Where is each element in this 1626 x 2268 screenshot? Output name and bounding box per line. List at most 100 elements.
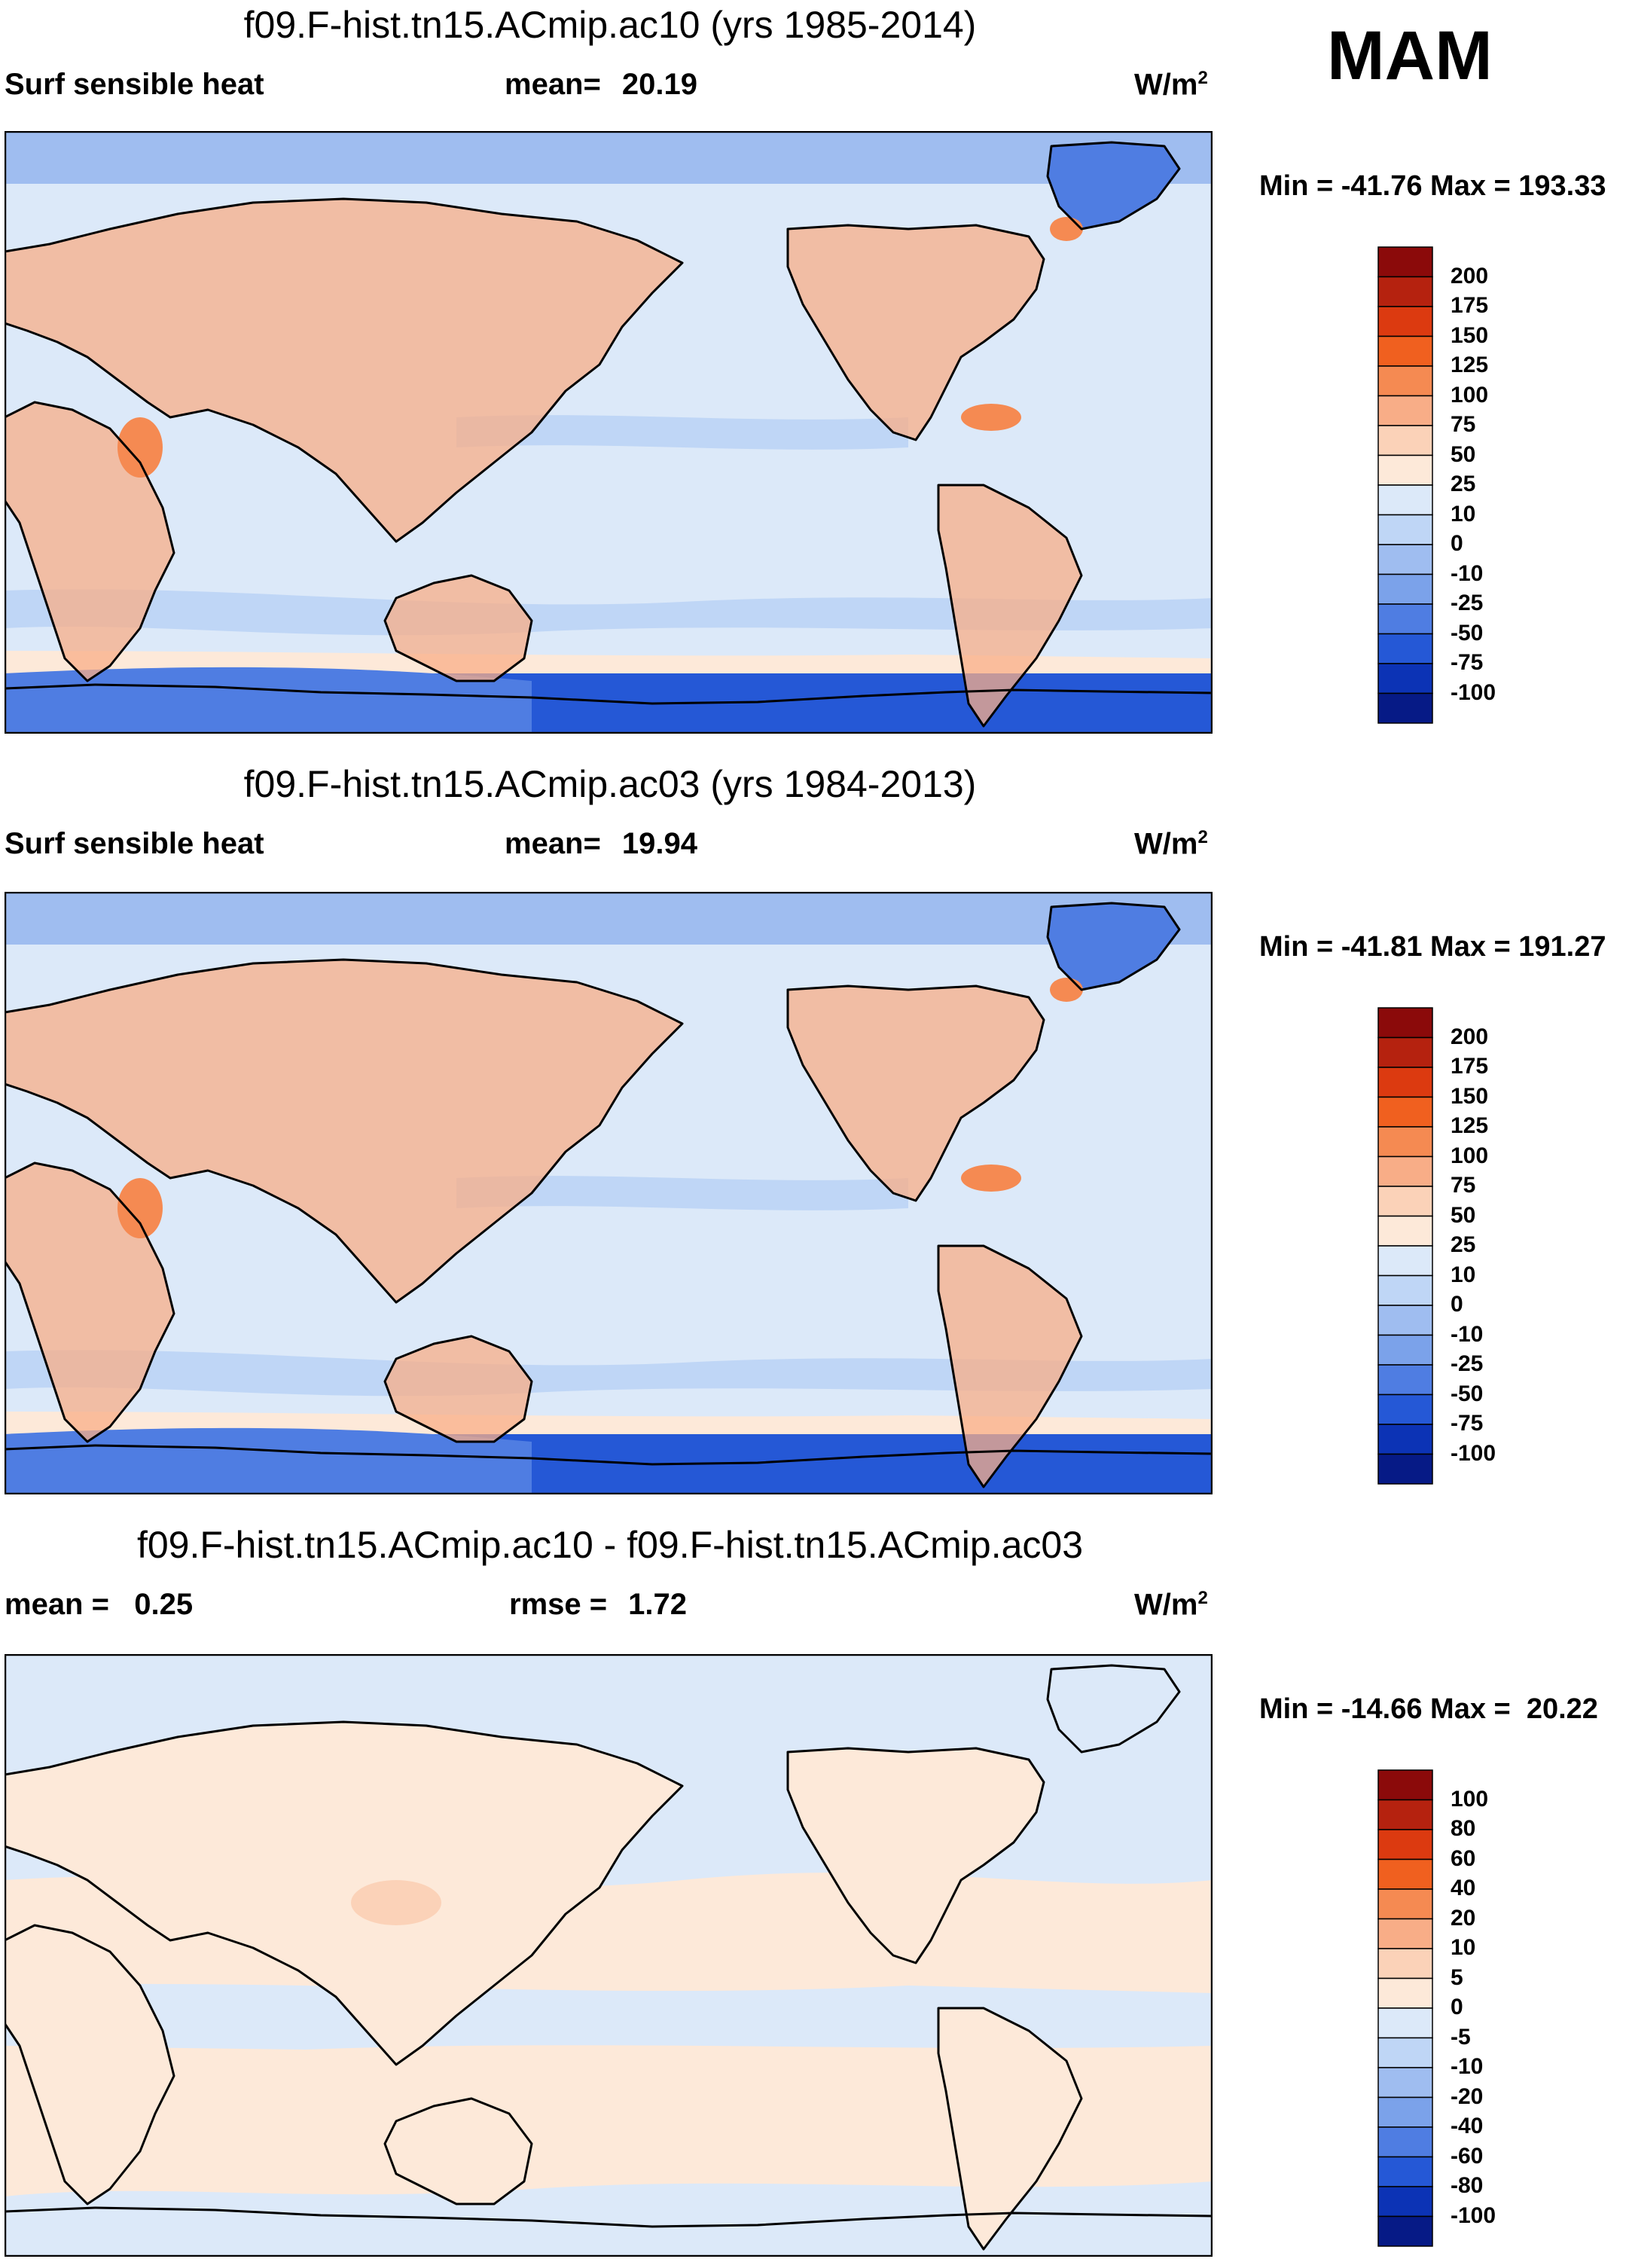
- coastline: [5, 683, 1213, 705]
- tropical-band: [456, 1176, 908, 1210]
- colorbar-tick-label: -75: [1451, 1411, 1484, 1436]
- colorbar-swatch: [1377, 1067, 1433, 1098]
- land-fill: [788, 1748, 1044, 1963]
- tropical-band: [456, 415, 908, 450]
- colorbar-tick-label: -5: [1451, 2024, 1471, 2050]
- colorbar-swatch: [1377, 365, 1433, 397]
- colorbar-swatch: [1377, 1424, 1433, 1455]
- colorbar-swatch: [1377, 514, 1433, 545]
- colorbar-tick-label: 25: [1451, 1232, 1476, 1257]
- colorbar-tick-label: 50: [1451, 1202, 1476, 1228]
- colorbar-tick-label: -10: [1451, 1321, 1484, 1347]
- land-fill: [385, 2099, 532, 2204]
- colorbar-tick-label: -100: [1451, 2202, 1496, 2228]
- colorbar-tick-label: 40: [1451, 1876, 1476, 1900]
- colorbar-swatch: [1377, 2007, 1433, 2039]
- colorbar-swatch: [1377, 1155, 1433, 1187]
- land-fill: [788, 225, 1044, 440]
- colorbar-swatch: [1377, 1888, 1433, 1920]
- panel-left-label: Surf sensible heat: [5, 827, 264, 860]
- diff-hotspot-asia: [351, 1880, 441, 1925]
- colorbar-swatch: [1377, 663, 1433, 694]
- southern-warm-band: [5, 651, 1213, 673]
- panel-units: W/m2: [1134, 1588, 1208, 1622]
- colorbar-swatch: [1377, 2067, 1433, 2099]
- unit-base: W/m: [1134, 68, 1198, 102]
- colorbar-swatch: [1377, 246, 1433, 278]
- coastline: [5, 1444, 1213, 1466]
- hotspot-north-atlantic: [1050, 978, 1083, 1002]
- unit-exponent: 2: [1197, 1588, 1208, 1608]
- colorbar-swatch: [1377, 335, 1433, 367]
- colorbar-tick-label: 200: [1451, 1024, 1489, 1049]
- colorbar-swatch: [1377, 454, 1433, 486]
- colorbar-tick-label: -20: [1451, 2083, 1484, 2109]
- map-plot: [5, 1654, 1213, 2257]
- coastline: [5, 197, 684, 543]
- colorbar-tick-label: -100: [1451, 1440, 1496, 1466]
- colorbar-tick-label: 0: [1451, 1995, 1463, 2019]
- colorbar-swatch: [1377, 395, 1433, 426]
- colorbar-tick-label: -50: [1451, 1381, 1484, 1406]
- hotspot-central-america: [961, 404, 1021, 431]
- colorbar-tick-label: 10: [1451, 1935, 1476, 1960]
- coastline: [383, 2097, 533, 2205]
- greenland-field: [1048, 142, 1179, 229]
- coastline: [5, 1720, 684, 2066]
- panel-title: f09.F-hist.tn15.ACmip.ac03 (yrs 1984-201…: [243, 763, 977, 805]
- colorbar-tick-label: -75: [1451, 650, 1484, 675]
- colorbar-tick-label: -80: [1451, 2173, 1484, 2198]
- colorbar-tick-label: 125: [1451, 353, 1489, 377]
- colorbar-swatch: [1377, 692, 1433, 724]
- antarctic-shelf: [5, 1427, 532, 1494]
- land-fill: [5, 1925, 174, 2204]
- panel-units: W/m2: [1134, 68, 1208, 102]
- land-fill: [938, 485, 1081, 726]
- colorbar-swatch: [1377, 1364, 1433, 1396]
- colorbar-tick-label: 100: [1451, 1786, 1489, 1812]
- hotspot-east-africa: [117, 1178, 163, 1238]
- colorbar-tick-label: 75: [1451, 1173, 1476, 1198]
- unit-exponent: 2: [1197, 827, 1208, 847]
- colorbar-swatch: [1377, 2156, 1433, 2187]
- hotspot-east-africa: [117, 417, 163, 478]
- stat-value: 1.72: [628, 1588, 687, 1621]
- colorbar-tick-label: 100: [1451, 382, 1489, 408]
- land-fill: [938, 1246, 1081, 1487]
- southern-warm-band: [5, 1412, 1213, 1434]
- colorbar-tick-label: 175: [1451, 1054, 1489, 1079]
- colorbar-swatch: [1377, 1769, 1433, 1801]
- land-fill: [385, 1336, 532, 1442]
- land-fill: [788, 986, 1044, 1201]
- unit-base: W/m: [1134, 1588, 1198, 1622]
- coastline: [937, 2007, 1083, 2251]
- colorbar-tick-label: 175: [1451, 293, 1489, 318]
- colorbar-swatch: [1377, 573, 1433, 605]
- colorbar-swatch: [1377, 2126, 1433, 2158]
- colorbar-tick-label: -25: [1451, 1351, 1484, 1376]
- colorbar-tick-label: -40: [1451, 2114, 1484, 2138]
- colorbar-swatch: [1377, 1334, 1433, 1366]
- coastline: [937, 484, 1083, 728]
- colorbar-swatch: [1377, 1007, 1433, 1039]
- coastline: [786, 984, 1045, 1202]
- colorbar-swatch: [1377, 1245, 1433, 1277]
- panel-center-label: mean= 20.19: [505, 68, 697, 102]
- colorbar-tick-label: 0: [1451, 1292, 1463, 1317]
- colorbar-swatch: [1377, 1977, 1433, 2009]
- colorbar-tick-label: 125: [1451, 1113, 1489, 1138]
- panel-left-label: Surf sensible heat: [5, 68, 264, 101]
- coastline: [5, 1924, 175, 2205]
- coastline: [383, 1335, 533, 1443]
- map-frame: [5, 892, 1213, 1494]
- panel-minmax: Min = -14.66 Max = 20.22: [1259, 1693, 1598, 1725]
- colorbar-tick-label: 25: [1451, 472, 1476, 496]
- panel-left-label: mean = 0.25: [5, 1588, 194, 1621]
- colorbar-swatch: [1377, 1274, 1433, 1306]
- stat-name: mean=: [505, 827, 601, 860]
- stat-value: 20.19: [621, 68, 697, 101]
- colorbar: [1377, 1769, 1433, 2247]
- panel-center-label: mean= 19.94: [505, 827, 697, 861]
- stat-value: 19.94: [621, 827, 697, 860]
- coastline: [383, 574, 533, 682]
